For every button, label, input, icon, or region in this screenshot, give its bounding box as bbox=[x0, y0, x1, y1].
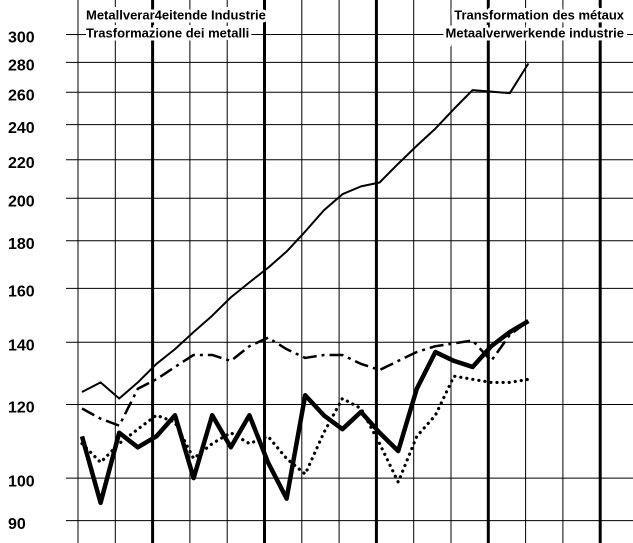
title-right-2: Metaalverwerkende industrie bbox=[446, 25, 624, 40]
line-series bbox=[80, 374, 530, 484]
title-left-1: Metallverar4eitende Industrie bbox=[86, 7, 266, 22]
y-tick-label: 280 bbox=[8, 58, 35, 75]
y-tick-label: 90 bbox=[8, 516, 26, 533]
y-tick-label: 160 bbox=[8, 284, 35, 301]
line-series bbox=[79, 319, 530, 506]
y-tick-label: 240 bbox=[8, 120, 35, 137]
y-tick-label: 220 bbox=[8, 155, 35, 172]
y-tick-label: 200 bbox=[8, 193, 35, 210]
y-tick-label: 100 bbox=[8, 473, 35, 490]
line-series bbox=[81, 62, 530, 400]
title-left-2: Trasformazione dei metalli bbox=[86, 25, 249, 40]
y-tick-label: 300 bbox=[8, 30, 35, 47]
y-tick-label: 120 bbox=[8, 400, 35, 417]
line-series bbox=[81, 320, 530, 427]
y-tick-label: 140 bbox=[8, 337, 35, 354]
y-tick-label: 260 bbox=[8, 87, 35, 104]
title-right-1: Transformation des métaux bbox=[454, 7, 625, 22]
y-tick-label: 180 bbox=[8, 236, 35, 253]
